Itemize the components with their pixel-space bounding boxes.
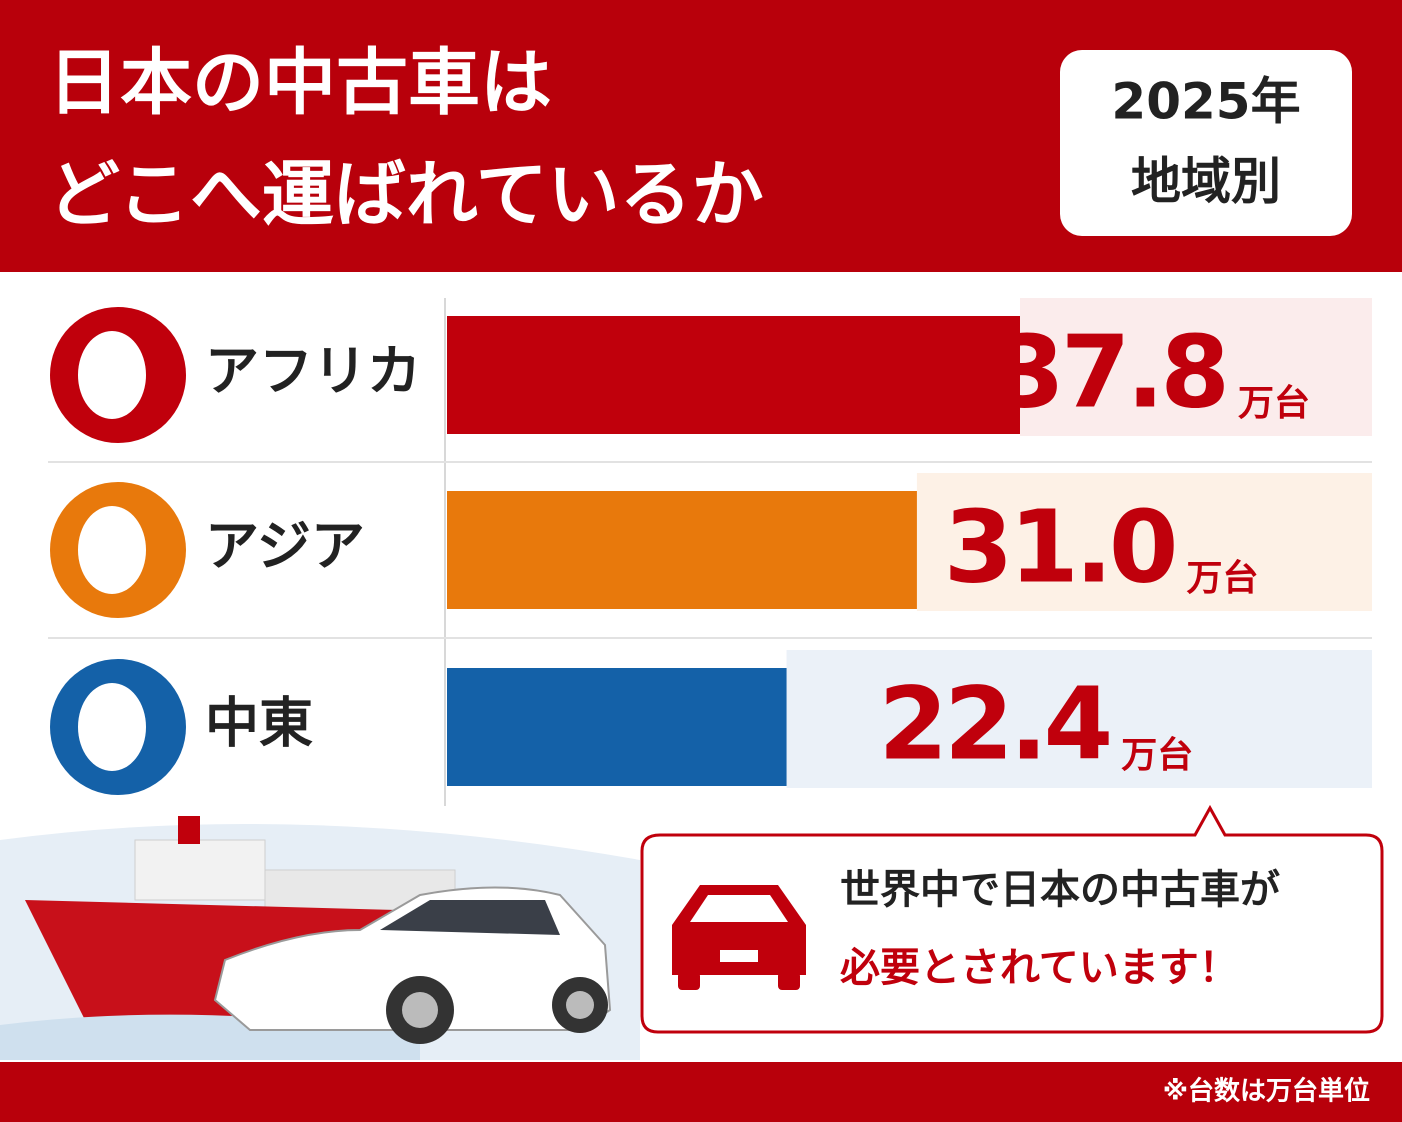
value-label: 31.0 bbox=[944, 488, 1175, 605]
bar bbox=[447, 491, 917, 609]
value-box-bg bbox=[916, 473, 1372, 611]
badge-box bbox=[1060, 50, 1352, 236]
region-shape bbox=[78, 506, 146, 594]
badge-year: 2025年 bbox=[1111, 73, 1300, 131]
region-shape bbox=[78, 683, 146, 771]
callout-text: 世界中で日本の中古車が bbox=[840, 867, 1280, 913]
badge-label: 地域別 bbox=[1131, 153, 1281, 211]
callout-text: 必要とされています！ bbox=[840, 945, 1239, 991]
car-illustration bbox=[213, 886, 612, 1044]
bar bbox=[447, 316, 1020, 434]
value-label: 22.4 bbox=[879, 665, 1110, 782]
region-shape bbox=[78, 331, 146, 419]
title-line: 日本の中古車は bbox=[48, 41, 552, 125]
value-label: 37.8 bbox=[995, 313, 1226, 430]
callout bbox=[640, 804, 1384, 1034]
category-label: アフリカ bbox=[205, 340, 421, 403]
category-label: アジア bbox=[205, 515, 365, 578]
footnote: ※台数は万台単位 bbox=[1163, 1076, 1370, 1107]
value-box-bg bbox=[1020, 298, 1372, 436]
value-unit: 万台 bbox=[1121, 735, 1193, 776]
value-box-bg bbox=[786, 650, 1372, 788]
value-unit: 万台 bbox=[1238, 383, 1310, 424]
category-label: 中東 bbox=[205, 692, 313, 755]
title-line: どこへ運ばれているか bbox=[48, 153, 764, 237]
bar bbox=[447, 668, 787, 786]
value-unit: 万台 bbox=[1186, 558, 1258, 599]
footer-band bbox=[0, 1062, 1402, 1122]
